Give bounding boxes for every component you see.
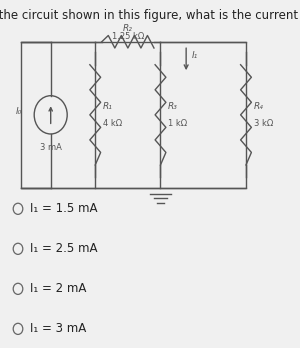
Text: R₄: R₄ xyxy=(254,102,263,111)
Text: I₁ = 3 mA: I₁ = 3 mA xyxy=(30,322,86,335)
Text: 1.25 kΩ: 1.25 kΩ xyxy=(112,32,144,41)
Text: I₁ = 1.5 mA: I₁ = 1.5 mA xyxy=(30,202,98,215)
Text: 1 kΩ: 1 kΩ xyxy=(168,119,187,128)
Text: 3 mA: 3 mA xyxy=(40,143,62,152)
Text: R₂: R₂ xyxy=(123,24,133,33)
Text: I₁: I₁ xyxy=(192,51,198,60)
Text: R₁: R₁ xyxy=(103,102,112,111)
Text: I₁ = 2.5 mA: I₁ = 2.5 mA xyxy=(30,242,98,255)
Text: R₃: R₃ xyxy=(168,102,178,111)
Text: I₀: I₀ xyxy=(16,107,22,116)
Text: I₁ = 2 mA: I₁ = 2 mA xyxy=(30,282,86,295)
Text: In the circuit shown in this figure, what is the current I₁?: In the circuit shown in this figure, wha… xyxy=(0,9,300,22)
Text: 3 kΩ: 3 kΩ xyxy=(254,119,273,128)
Text: 4 kΩ: 4 kΩ xyxy=(103,119,122,128)
